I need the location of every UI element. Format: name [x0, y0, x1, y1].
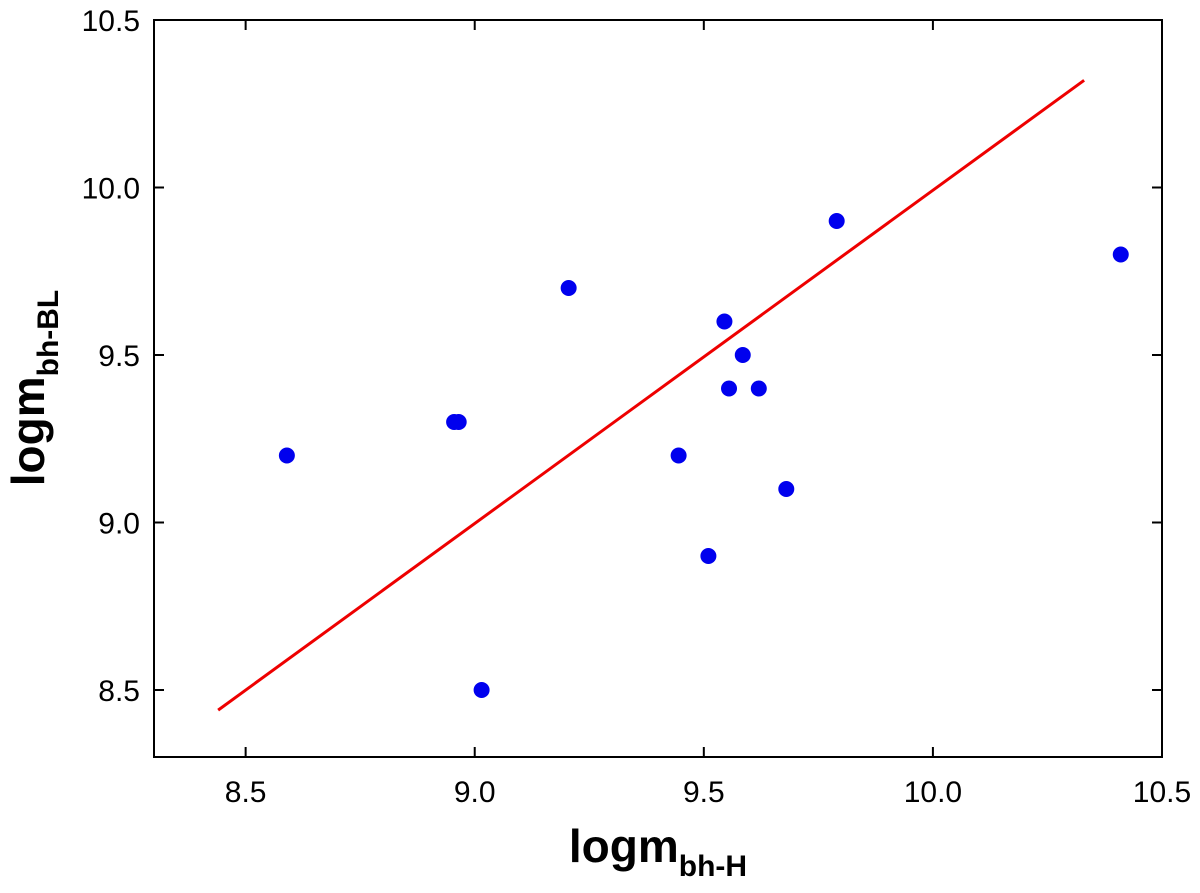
y-tick-label: 9.0	[98, 508, 140, 541]
x-tick-label: 9.0	[454, 776, 496, 809]
x-axis: 8.5 9.0 9.5 10.0 10.5	[225, 20, 1191, 809]
x-axis-label: logmbh-H	[569, 820, 747, 883]
data-point	[716, 313, 733, 330]
y-tick-label: 10.0	[82, 173, 140, 206]
y-tick-label: 10.5	[82, 5, 140, 38]
y-tick-label: 9.5	[98, 340, 140, 373]
data-point	[1112, 246, 1129, 263]
data-point	[560, 280, 577, 296]
x-tick-label: 10.5	[1133, 776, 1191, 809]
x-tick-label: 8.5	[225, 776, 267, 809]
x-tick-label: 9.5	[683, 776, 725, 809]
data-point	[750, 380, 767, 397]
data-point	[734, 347, 751, 363]
data-point	[828, 213, 845, 229]
data-point	[278, 447, 295, 464]
fit-line	[217, 79, 1085, 712]
data-point	[721, 380, 738, 397]
data-point	[778, 481, 795, 497]
plot-frame	[153, 19, 1163, 758]
data-point	[700, 548, 717, 564]
data-point	[670, 447, 687, 464]
data-points	[278, 213, 1129, 698]
x-tick-label: 10.0	[904, 776, 962, 809]
data-point	[450, 414, 467, 430]
y-tick-label: 8.5	[98, 675, 140, 708]
y-axis: 8.5 9.0 9.5 10.0 10.5	[82, 5, 1162, 708]
data-point	[473, 682, 490, 698]
y-axis-label: logmbh-BL	[2, 290, 65, 487]
